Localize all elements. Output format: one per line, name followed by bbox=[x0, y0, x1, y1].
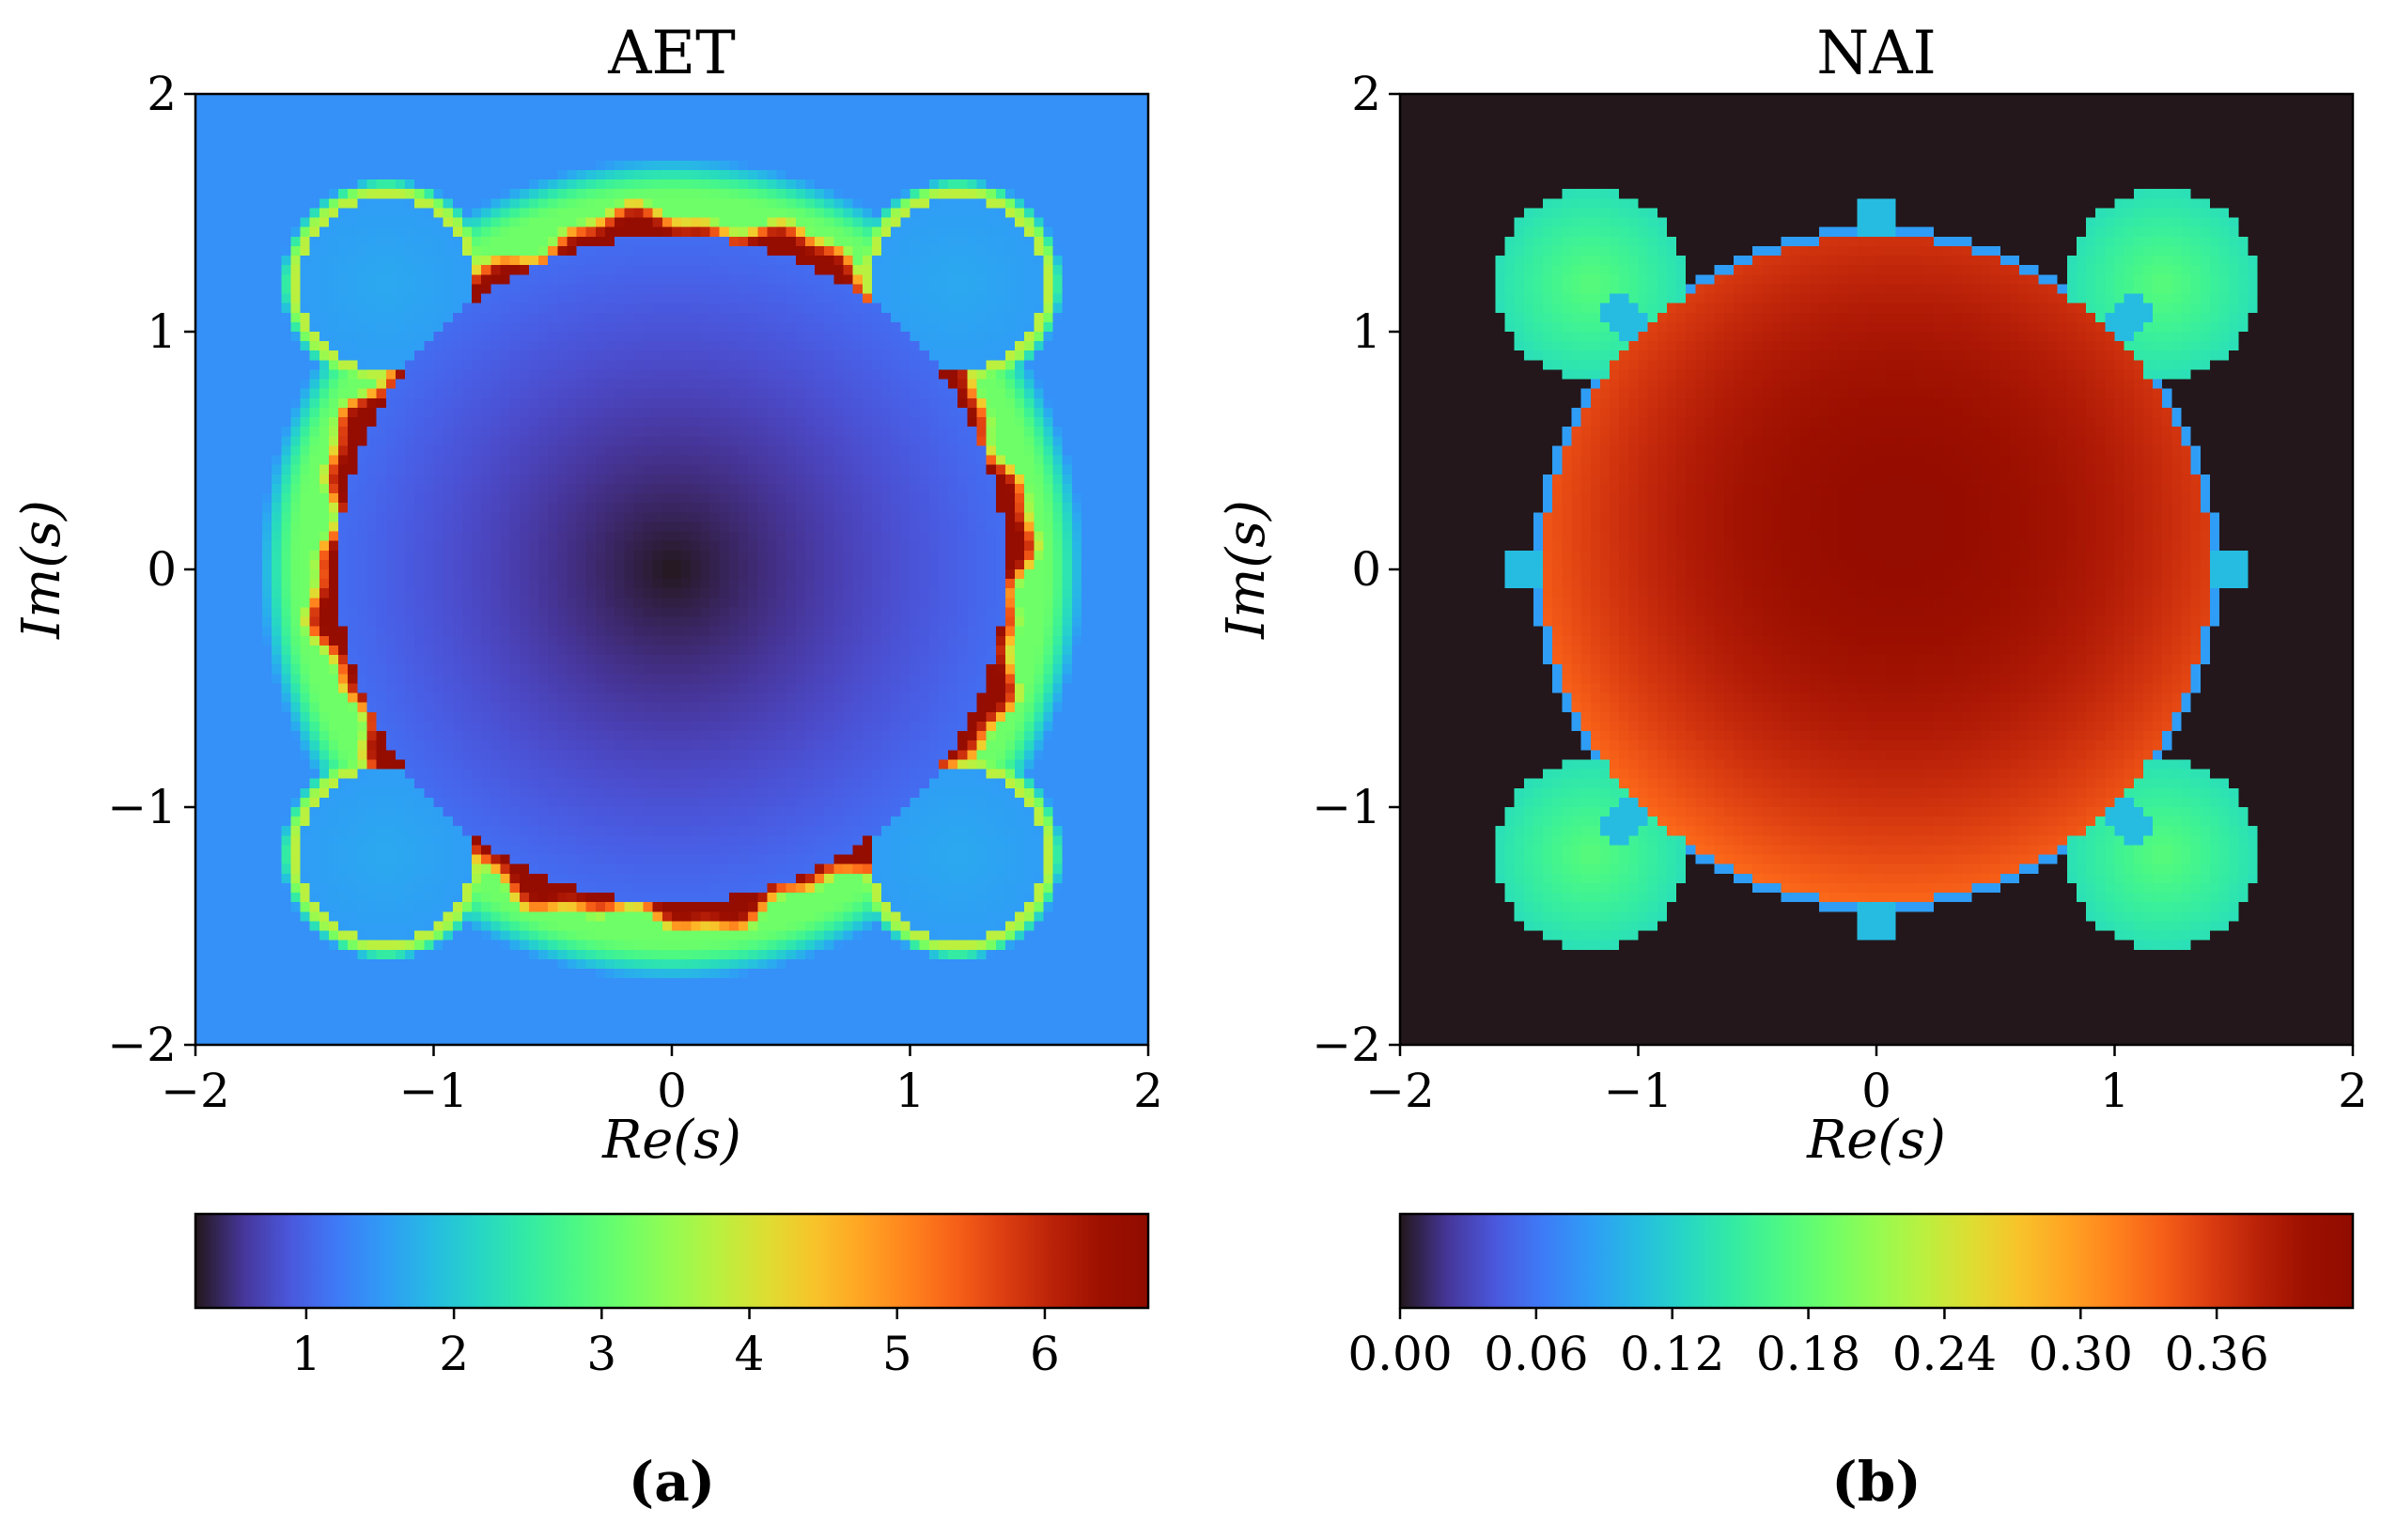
aet-xtick-label: 1 bbox=[895, 1064, 926, 1118]
nai-ytick-label: 2 bbox=[1351, 67, 1381, 121]
aet-xtick-label: 0 bbox=[657, 1064, 687, 1118]
aet-colorbar-tick-label: 3 bbox=[586, 1327, 616, 1381]
aet-heatmap bbox=[195, 94, 1148, 1045]
aet-ytick-label: 0 bbox=[147, 542, 177, 597]
nai-colorbar bbox=[1398, 1212, 2355, 1310]
aet-ytick-label: −2 bbox=[107, 1018, 177, 1072]
aet-ytick-label: 2 bbox=[147, 67, 177, 121]
nai-xtick-label: −1 bbox=[1604, 1064, 1673, 1118]
aet-colorbar-tick-label: 2 bbox=[439, 1327, 469, 1381]
nai-xlabel: Re(s) bbox=[1806, 1110, 1946, 1171]
aet-ytick-label: −1 bbox=[107, 780, 177, 834]
aet-xtick-label: −2 bbox=[161, 1064, 230, 1118]
nai-ytick-label: 1 bbox=[1351, 304, 1381, 359]
aet-xlabel: Re(s) bbox=[601, 1110, 741, 1171]
nai-colorbar-tick-label: 0.36 bbox=[2164, 1327, 2268, 1381]
nai-colorbar-tick-label: 0.12 bbox=[1620, 1327, 1724, 1381]
nai-colorbar-tick-label: 0.18 bbox=[1756, 1327, 1860, 1381]
aet-xtick-label: −1 bbox=[399, 1064, 469, 1118]
nai-ytick-label: −1 bbox=[1312, 780, 1381, 834]
aet-xtick-label: 2 bbox=[1133, 1064, 1163, 1118]
aet-ylabel: Im(s) bbox=[11, 500, 72, 640]
panel-label-nai: (b) bbox=[1831, 1450, 1921, 1514]
nai-xtick-label: 0 bbox=[1861, 1064, 1891, 1118]
nai-colorbar-tick-label: 0.00 bbox=[1347, 1327, 1452, 1381]
aet-colorbar bbox=[194, 1212, 1150, 1310]
nai-xtick-label: 1 bbox=[2100, 1064, 2130, 1118]
aet-ytick-label: 1 bbox=[147, 304, 177, 359]
nai-colorbar-tick-label: 0.24 bbox=[1892, 1327, 1997, 1381]
panel-label-aet: (a) bbox=[629, 1450, 715, 1514]
nai-colorbar-tick-label: 0.06 bbox=[1484, 1327, 1588, 1381]
aet-colorbar-tick-label: 1 bbox=[291, 1327, 321, 1381]
nai-heatmap bbox=[1400, 94, 2353, 1045]
aet-colorbar-tick-label: 6 bbox=[1030, 1327, 1060, 1381]
nai-colorbar-tick-label: 0.30 bbox=[2029, 1327, 2133, 1381]
nai-ytick-label: 0 bbox=[1351, 542, 1381, 597]
nai-xtick-label: −2 bbox=[1365, 1064, 1435, 1118]
nai-ylabel: Im(s) bbox=[1216, 500, 1277, 640]
nai-xtick-label: 2 bbox=[2338, 1064, 2368, 1118]
aet-colorbar-tick-label: 4 bbox=[735, 1327, 765, 1381]
nai-title: NAI bbox=[1816, 19, 1937, 88]
nai-ytick-label: −2 bbox=[1312, 1018, 1381, 1072]
aet-title: AET bbox=[607, 19, 736, 88]
aet-colorbar-tick-label: 5 bbox=[882, 1327, 912, 1381]
